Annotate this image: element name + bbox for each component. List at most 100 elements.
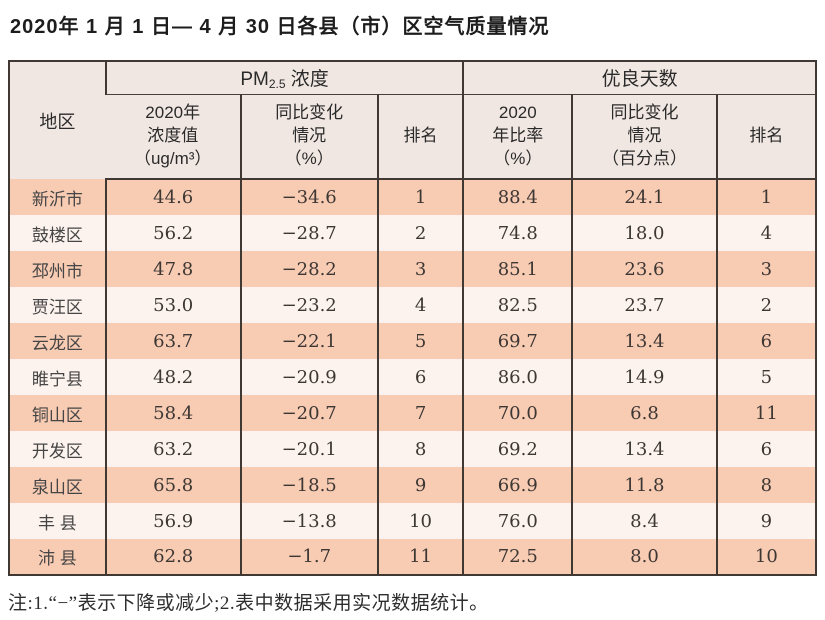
pm-rank-cell: 6 — [376, 359, 464, 395]
pm-change-cell: −28.7 — [239, 215, 378, 251]
good-rank-cell: 3 — [715, 251, 816, 287]
good-change-cell: 8.4 — [571, 503, 717, 539]
footnote: 注:1.“−”表示下降或减少;2.表中数据采用实况数据统计。 — [8, 593, 489, 614]
table-row: 贾汪区 53.0 −23.2 4 82.5 23.7 2 — [9, 287, 816, 323]
pm-rank-cell: 3 — [376, 251, 464, 287]
good-rank-cell: 8 — [715, 467, 816, 503]
region-cell: 鼓楼区 — [9, 215, 106, 251]
air-quality-table-container: 地区 PM2.5 浓度 优良天数 2020年 浓度值 （ug/m³） 同比变化 … — [8, 60, 817, 576]
region-cell: 贾汪区 — [9, 287, 106, 323]
region-cell: 铜山区 — [9, 395, 106, 431]
good-change-cell: 8.0 — [571, 539, 717, 575]
good-change-cell: 18.0 — [571, 215, 717, 251]
good-rate-cell: 88.4 — [462, 179, 573, 215]
pm-change-cell: −20.9 — [239, 359, 378, 395]
good-change-cell: 14.9 — [571, 359, 717, 395]
pm-change-cell: −18.5 — [239, 467, 378, 503]
good-change-cell: 11.8 — [571, 467, 717, 503]
table-row: 丰 县 56.9 −13.8 10 76.0 8.4 9 — [9, 503, 816, 539]
pm-change-cell: −20.7 — [239, 395, 378, 431]
pm-rank-cell: 10 — [376, 503, 464, 539]
table-row: 铜山区 58.4 −20.7 7 70.0 6.8 11 — [9, 395, 816, 431]
good-rate-cell: 82.5 — [462, 287, 573, 323]
column-header-good-rate: 2020 年比率 （%） — [462, 94, 573, 180]
region-cell: 丰 县 — [9, 503, 106, 539]
good-rank-cell: 10 — [715, 539, 816, 575]
pm-rank-cell: 11 — [376, 539, 464, 575]
column-group-good-days: 优良天数 — [462, 61, 816, 95]
good-rate-cell: 74.8 — [462, 215, 573, 251]
table-row: 开发区 63.2 −20.1 8 69.2 13.4 6 — [9, 431, 816, 467]
good-change-cell: 13.4 — [571, 323, 717, 359]
pm-value-cell: 62.8 — [104, 539, 241, 575]
pm25-label-suffix: 浓度 — [285, 69, 329, 91]
pm-change-cell: −1.7 — [239, 539, 378, 575]
column-header-pm-change: 同比变化 情况 （%） — [239, 94, 378, 180]
good-rank-cell: 5 — [715, 359, 816, 395]
table-row: 鼓楼区 56.2 −28.7 2 74.8 18.0 4 — [9, 215, 816, 251]
good-rate-cell: 86.0 — [462, 359, 573, 395]
table-row: 泉山区 65.8 −18.5 9 66.9 11.8 8 — [9, 467, 816, 503]
column-header-region: 地区 — [9, 61, 106, 179]
pm-change-cell: −13.8 — [239, 503, 378, 539]
table-row: 邳州市 47.8 −28.2 3 85.1 23.6 3 — [9, 251, 816, 287]
good-rank-cell: 6 — [715, 431, 816, 467]
good-rate-cell: 70.0 — [462, 395, 573, 431]
region-cell: 新沂市 — [9, 179, 106, 215]
pm-rank-cell: 7 — [376, 395, 464, 431]
table-row: 沛 县 62.8 −1.7 11 72.5 8.0 10 — [9, 539, 816, 575]
pm-value-cell: 53.0 — [104, 287, 241, 323]
good-rank-cell: 2 — [715, 287, 816, 323]
pm25-subscript: 2.5 — [268, 77, 286, 92]
pm-rank-cell: 8 — [376, 431, 464, 467]
pm-change-cell: −20.1 — [239, 431, 378, 467]
good-rate-cell: 72.5 — [462, 539, 573, 575]
good-rate-cell: 66.9 — [462, 467, 573, 503]
table-row: 新沂市 44.6 −34.6 1 88.4 24.1 1 — [9, 179, 816, 215]
region-cell: 开发区 — [9, 431, 106, 467]
good-change-cell: 23.7 — [571, 287, 717, 323]
pm-change-cell: −23.2 — [239, 287, 378, 323]
good-rank-cell: 11 — [715, 395, 816, 431]
pm-value-cell: 65.8 — [104, 467, 241, 503]
pm-value-cell: 58.4 — [104, 395, 241, 431]
table-row: 云龙区 63.7 −22.1 5 69.7 13.4 6 — [9, 323, 816, 359]
air-quality-table: 地区 PM2.5 浓度 优良天数 2020年 浓度值 （ug/m³） 同比变化 … — [8, 60, 817, 576]
good-rank-cell: 4 — [715, 215, 816, 251]
good-change-cell: 24.1 — [571, 179, 717, 215]
pm-value-cell: 56.9 — [104, 503, 241, 539]
good-change-cell: 13.4 — [571, 431, 717, 467]
pm-rank-cell: 5 — [376, 323, 464, 359]
region-cell: 泉山区 — [9, 467, 106, 503]
header-sub-row: 2020年 浓度值 （ug/m³） 同比变化 情况 （%） 排名 2020 年比… — [9, 94, 816, 180]
good-change-cell: 6.8 — [571, 395, 717, 431]
good-rate-cell: 85.1 — [462, 251, 573, 287]
region-cell: 云龙区 — [9, 323, 106, 359]
pm-value-cell: 63.2 — [104, 431, 241, 467]
pm-value-cell: 48.2 — [104, 359, 241, 395]
region-cell: 沛 县 — [9, 539, 106, 575]
pm-change-cell: −28.2 — [239, 251, 378, 287]
good-rate-cell: 76.0 — [462, 503, 573, 539]
pm-rank-cell: 9 — [376, 467, 464, 503]
good-rank-cell: 6 — [715, 323, 816, 359]
good-rate-cell: 69.2 — [462, 431, 573, 467]
pm-rank-cell: 2 — [376, 215, 464, 251]
pm-rank-cell: 4 — [376, 287, 464, 323]
pm-change-cell: −22.1 — [239, 323, 378, 359]
column-header-pm-value: 2020年 浓度值 （ug/m³） — [105, 94, 241, 180]
good-rank-cell: 1 — [715, 179, 816, 215]
pm-change-cell: −34.6 — [239, 179, 378, 215]
header-group-row: 地区 PM2.5 浓度 优良天数 — [9, 61, 816, 179]
pm-rank-cell: 1 — [376, 179, 464, 215]
column-group-pm25: PM2.5 浓度 — [104, 61, 464, 95]
good-rank-cell: 9 — [715, 503, 816, 539]
page-title: 2020年 1 月 1 日— 4 月 30 日各县（市）区空气质量情况 — [10, 16, 550, 38]
good-change-cell: 23.6 — [571, 251, 717, 287]
pm-value-cell: 63.7 — [104, 323, 241, 359]
pm25-label-prefix: PM — [240, 69, 269, 91]
column-header-good-rank: 排名 — [715, 94, 816, 180]
region-cell: 睢宁县 — [9, 359, 106, 395]
table-row: 睢宁县 48.2 −20.9 6 86.0 14.9 5 — [9, 359, 816, 395]
column-header-pm-rank: 排名 — [376, 94, 464, 180]
